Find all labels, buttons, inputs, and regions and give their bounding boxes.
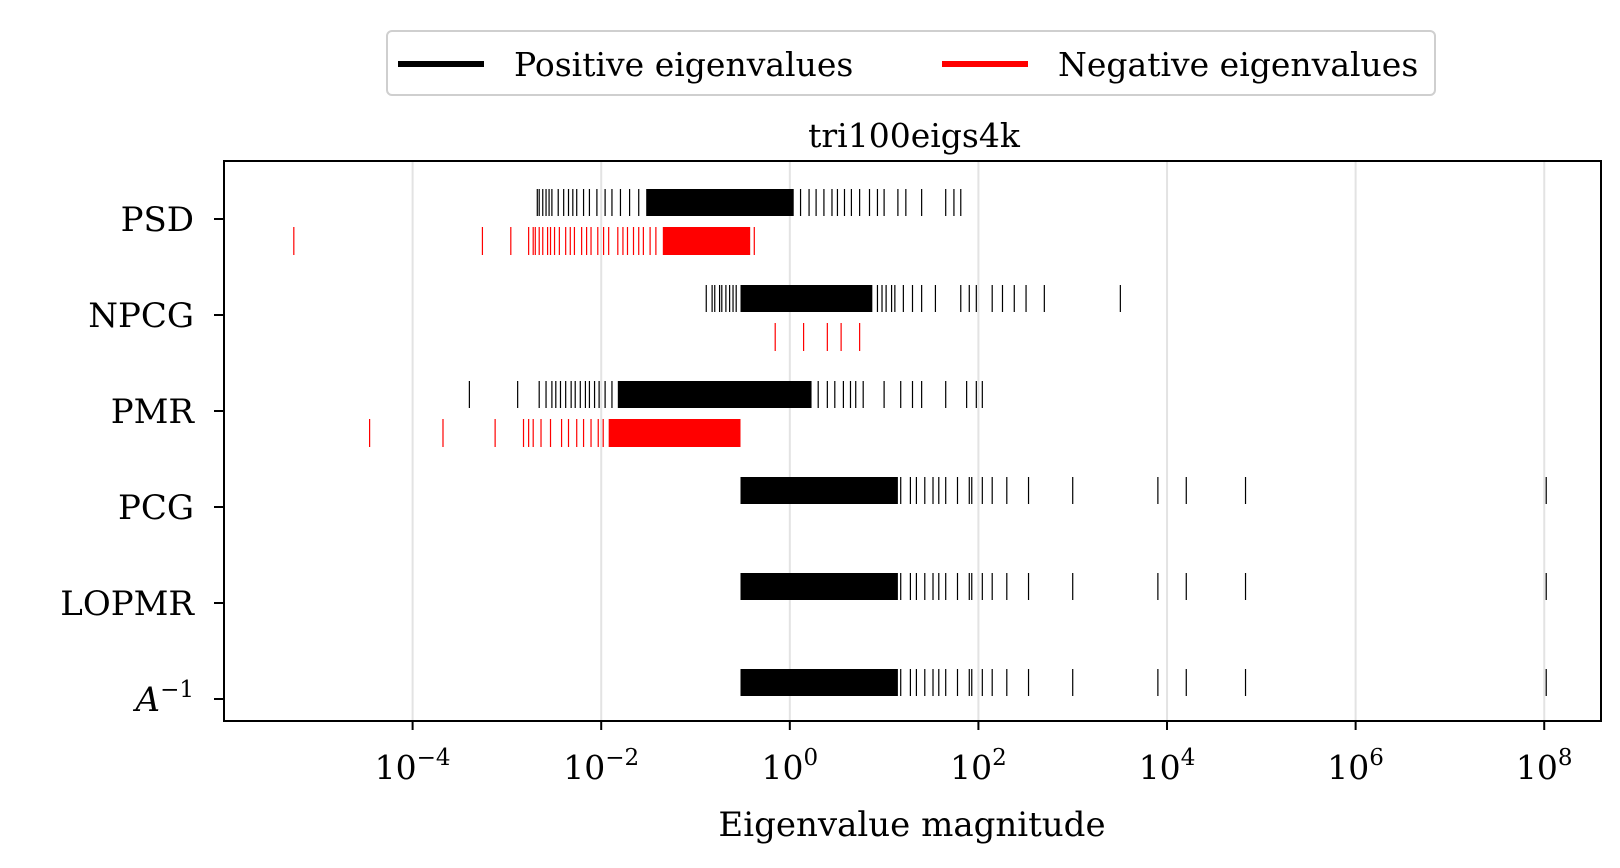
legend-swatch-positive bbox=[398, 61, 484, 67]
y-tick-label-npcg: NPCG bbox=[88, 296, 194, 336]
pmr-positive-dense-band bbox=[617, 381, 812, 408]
legend-item-positive: Positive eigenvalues bbox=[398, 44, 853, 84]
grid-lines bbox=[411, 161, 1546, 721]
legend-label-positive: Positive eigenvalues bbox=[514, 44, 854, 84]
x-tick-label: 102 bbox=[950, 745, 1007, 787]
legend-item-negative: Negative eigenvalues bbox=[942, 44, 1418, 84]
npcg-positive-dense-band bbox=[740, 285, 873, 312]
x-tick-label: 10−2 bbox=[563, 745, 639, 787]
y-tick-label-psd: PSD bbox=[121, 200, 194, 240]
x-tick-label: 104 bbox=[1139, 745, 1196, 787]
y-tick-label-lopmr: LOPMR bbox=[60, 584, 195, 624]
pmr-negative-dense-band bbox=[608, 419, 741, 447]
legend-label-negative: Negative eigenvalues bbox=[1058, 44, 1419, 84]
y-axis-ticks: PSD NPCG PMR PCG LOPMR A−1 bbox=[60, 200, 224, 720]
psd-negative-dense-band bbox=[662, 227, 751, 255]
eigenvalue-marks bbox=[293, 189, 1547, 696]
pcg-positive-dense-band bbox=[740, 477, 898, 504]
x-tick-label: 100 bbox=[761, 745, 818, 787]
psd-positive-dense-band bbox=[646, 189, 794, 216]
x-tick-label: 108 bbox=[1516, 745, 1573, 787]
y-tick-label-a-1: A−1 bbox=[133, 677, 194, 720]
a-1-positive-dense-band bbox=[740, 669, 898, 696]
legend-swatch-negative bbox=[942, 61, 1028, 67]
legend: Positive eigenvalues Negative eigenvalue… bbox=[386, 30, 1436, 96]
x-tick-label: 106 bbox=[1327, 745, 1384, 787]
x-tick-label: 10−4 bbox=[375, 745, 451, 787]
lopmr-positive-dense-band bbox=[740, 573, 898, 600]
y-tick-label-pmr: PMR bbox=[111, 392, 196, 432]
plot-frame bbox=[223, 160, 1602, 722]
x-axis-ticks: 10−4 10−2 100 102 104 106 108 bbox=[375, 721, 1573, 787]
chart-title: tri100eigs4k bbox=[808, 116, 1021, 155]
y-tick-label-pcg: PCG bbox=[118, 488, 194, 528]
x-axis-label: Eigenvalue magnitude bbox=[718, 805, 1105, 845]
